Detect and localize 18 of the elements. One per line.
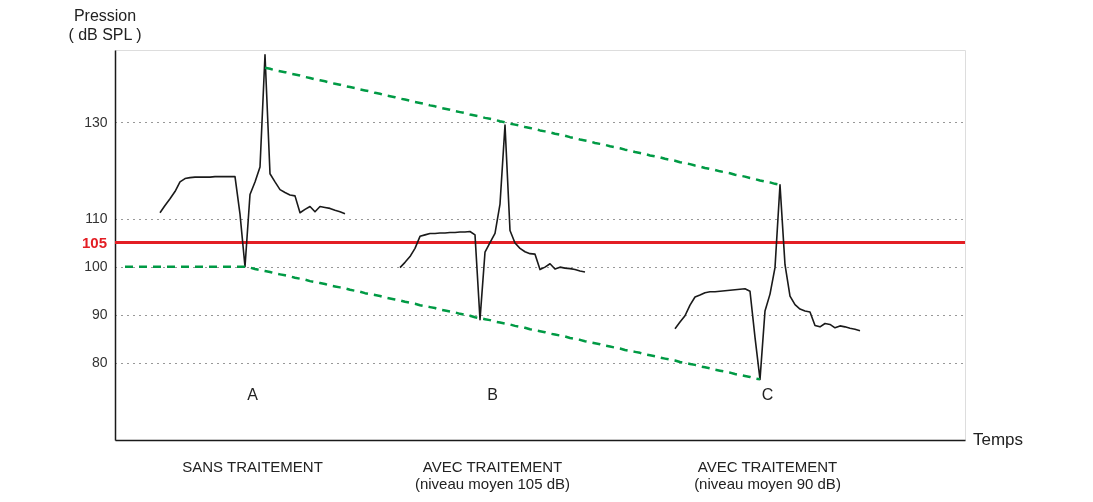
line-series [674,184,861,381]
text: AVEC TRAITEMENT (niveau moyen 105 dB) [414,458,571,492]
y-tick-label: 100 [84,258,108,275]
line-series [159,54,346,268]
y-tick-label: 130 [84,113,108,130]
line-series [399,124,586,321]
annotation: B [487,386,498,403]
text: AVEC TRAITEMENT (niveau moyen 90 dB) [694,458,841,492]
y-tick-label: 110 [85,210,108,227]
y-tick-label: 80 [91,354,108,371]
y-axis-title: Pression ( dB SPL ) [68,7,142,43]
ref-line-label: 105 [81,233,107,251]
annotation: A [247,386,259,403]
y-tick-label: 90 [91,306,108,323]
annotation: C [761,386,774,403]
text: Temps [973,430,1024,449]
text: SANS TRAITEMENT [182,458,323,475]
line-series [123,265,762,381]
